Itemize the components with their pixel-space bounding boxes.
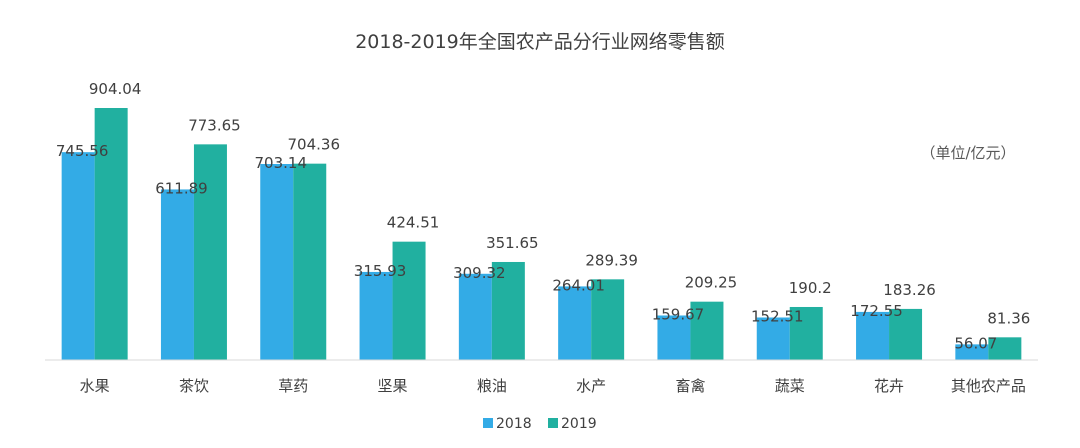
bar-2018-9: [955, 344, 989, 360]
bar-2019-2: [293, 163, 327, 360]
data-label-2019-0: 904.04: [89, 80, 142, 98]
bar-2018-0: [61, 152, 95, 360]
data-label-2018-4: 309.32: [453, 264, 506, 282]
data-label-2019-9: 81.36: [987, 309, 1030, 327]
bar-2019-4: [491, 261, 525, 360]
category-label-6: 畜禽: [675, 377, 705, 395]
bar-2019-7: [789, 306, 823, 360]
bar-2018-6: [657, 315, 691, 360]
data-label-2018-9: 56.07: [954, 334, 997, 352]
data-label-2019-1: 773.65: [188, 116, 241, 134]
bar-2018-8: [856, 311, 890, 360]
data-label-2019-8: 183.26: [883, 281, 936, 299]
bar-2018-4: [458, 273, 492, 360]
legend-label-2019: 2019: [561, 416, 597, 432]
bar-2019-1: [193, 144, 227, 360]
data-label-2018-0: 745.56: [56, 142, 109, 160]
data-label-2018-7: 152.51: [751, 307, 804, 325]
bar-2018-7: [756, 317, 790, 360]
category-label-2: 草药: [278, 377, 308, 395]
data-label-2018-3: 315.93: [354, 262, 407, 280]
data-label-2019-6: 209.25: [685, 274, 738, 292]
bars-group: [61, 108, 1022, 360]
data-label-2018-8: 172.55: [850, 302, 903, 320]
category-label-9: 其他农产品: [951, 377, 1026, 395]
data-label-2018-6: 159.67: [652, 305, 705, 323]
data-label-2019-4: 351.65: [486, 234, 539, 252]
bar-2018-3: [359, 271, 393, 360]
data-label-2019-5: 289.39: [585, 251, 638, 269]
category-label-5: 水产: [576, 377, 606, 395]
unit-label: （单位/亿元）: [920, 144, 1015, 162]
data-label-2018-2: 703.14: [255, 154, 308, 172]
bar-2019-9: [988, 337, 1022, 360]
category-label-1: 茶饮: [179, 377, 209, 395]
bar-2019-0: [94, 108, 128, 360]
bar-2019-5: [591, 279, 625, 360]
bar-2018-5: [558, 286, 592, 360]
data-label-2019-2: 704.36: [288, 136, 341, 154]
legend-swatch-2019: [548, 418, 558, 428]
category-label-8: 花卉: [874, 377, 904, 395]
data-label-2018-1: 611.89: [155, 179, 208, 197]
chart-title: 2018-2019年全国农产品分行业网络零售额: [355, 31, 725, 53]
bar-2018-2: [260, 164, 294, 360]
category-labels-group: 水果 茶饮 草药 坚果 粮油 水产 畜禽 蔬菜 花卉 其他农产品: [80, 377, 1026, 395]
category-label-7: 蔬菜: [775, 377, 805, 395]
category-label-3: 坚果: [378, 377, 408, 395]
category-label-4: 粮油: [477, 377, 507, 395]
data-label-2018-5: 264.01: [552, 276, 605, 294]
category-label-0: 水果: [80, 377, 110, 395]
data-label-2019-3: 424.51: [387, 214, 440, 232]
bar-2019-6: [690, 301, 724, 360]
legend: 2018 2019: [483, 416, 597, 432]
bar-2018-1: [160, 189, 194, 360]
bar-2019-3: [392, 241, 426, 360]
data-label-2019-7: 190.2: [789, 279, 832, 297]
bar-2019-8: [889, 308, 923, 360]
legend-swatch-2018: [483, 418, 493, 428]
legend-label-2018: 2018: [496, 416, 532, 432]
